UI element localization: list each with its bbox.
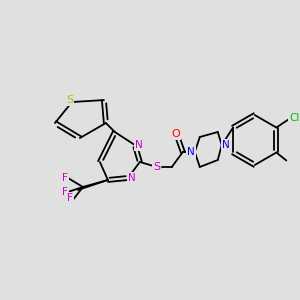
Text: S: S xyxy=(153,162,161,172)
Text: N: N xyxy=(128,173,136,183)
Text: Cl: Cl xyxy=(289,112,299,122)
Text: F: F xyxy=(62,173,68,183)
Text: F: F xyxy=(62,187,68,197)
Text: N: N xyxy=(222,140,230,150)
Text: O: O xyxy=(171,129,180,139)
Text: S: S xyxy=(66,95,74,105)
Text: F: F xyxy=(67,193,73,203)
Text: N: N xyxy=(135,140,143,150)
Text: N: N xyxy=(187,147,195,157)
